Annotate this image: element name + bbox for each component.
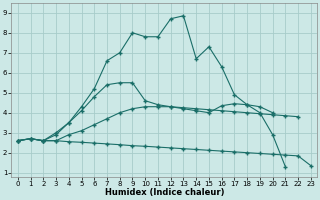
- X-axis label: Humidex (Indice chaleur): Humidex (Indice chaleur): [105, 188, 224, 197]
